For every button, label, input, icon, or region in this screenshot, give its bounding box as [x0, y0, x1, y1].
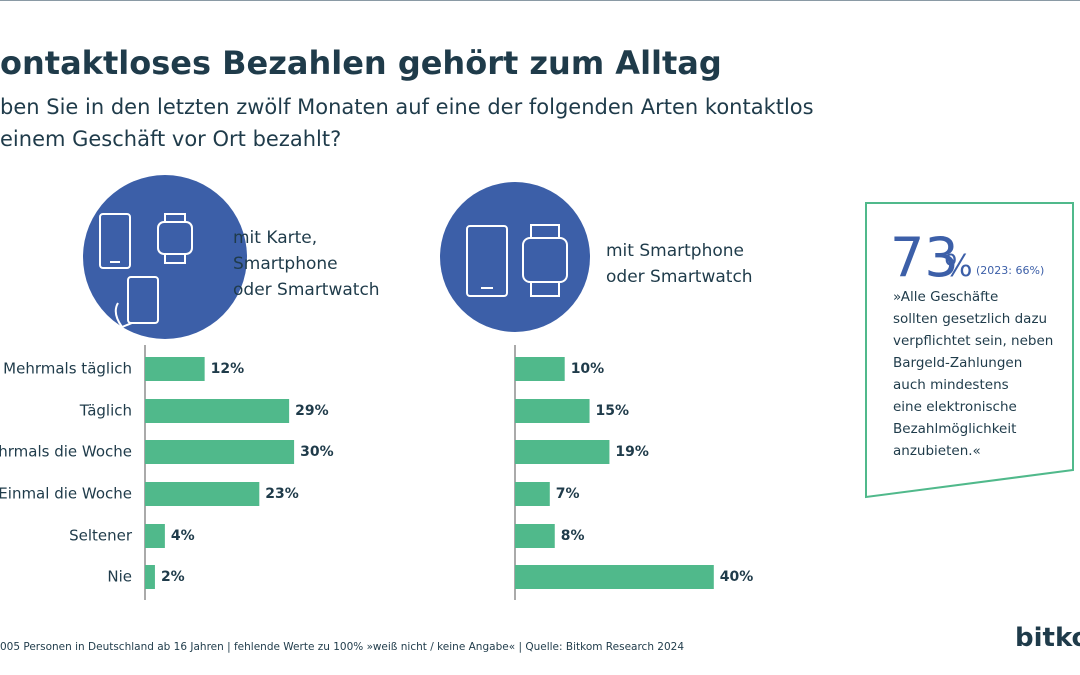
value-label: 30% — [300, 444, 334, 460]
title: ontaktloses Bezahlen gehört zum Alltag — [0, 44, 722, 82]
quote-line: sollten gesetzlich dazu — [893, 311, 1047, 327]
callout-unit: % — [944, 249, 973, 284]
group-label: Smartphone — [233, 254, 338, 274]
group-label: mit Karte, — [233, 228, 317, 248]
quote-line: anzubieten.« — [893, 443, 981, 459]
bar — [145, 565, 155, 589]
category-label: Einmal die Woche — [0, 485, 132, 503]
group-label: mit Smartphone — [606, 241, 744, 261]
group-label: oder Smartwatch — [233, 280, 380, 300]
category-label: Mehrmals täglich — [3, 360, 132, 378]
callout-number: 73 — [890, 226, 959, 289]
group-label: oder Smartwatch — [606, 267, 753, 287]
bar — [515, 524, 555, 548]
category-label: Seltener — [69, 527, 133, 545]
quote-line: »Alle Geschäfte — [893, 289, 998, 305]
quote-line: eine elektronische — [893, 399, 1017, 415]
bar — [515, 440, 610, 464]
quote-line: verpflichtet sein, neben — [893, 333, 1053, 349]
icon-card — [83, 175, 247, 339]
value-label: 10% — [571, 361, 605, 377]
callout-comparison: (2023: 66%) — [976, 264, 1044, 277]
bar — [515, 482, 550, 506]
bar — [515, 357, 565, 381]
quote-line: auch mindestens — [893, 377, 1009, 393]
subtitle-line: einem Geschäft vor Ort bezahlt? — [0, 127, 341, 151]
icon-phone — [440, 182, 590, 332]
value-label: 40% — [720, 569, 754, 585]
bar — [145, 482, 260, 506]
value-label: 4% — [171, 528, 195, 544]
footer: 005 Personen in Deutschland ab 16 Jahren… — [0, 641, 684, 653]
value-label: 12% — [211, 361, 245, 377]
quote-line: Bargeld-Zahlungen — [893, 355, 1022, 371]
value-label: 2% — [161, 569, 185, 585]
category-label: ehrmals die Woche — [0, 443, 132, 461]
bar — [145, 524, 165, 548]
callout: 73 % (2023: 66%) — [865, 202, 1074, 499]
category-label: Nie — [107, 568, 132, 586]
subtitle-line: ben Sie in den letzten zwölf Monaten auf… — [0, 95, 814, 119]
bar — [515, 399, 590, 423]
value-label: 29% — [295, 403, 329, 419]
logo: bitko — [1015, 623, 1080, 653]
value-label: 15% — [596, 403, 630, 419]
value-label: 23% — [265, 486, 299, 502]
bar — [145, 357, 205, 381]
value-label: 8% — [561, 528, 585, 544]
quote-line: Bezahlmöglichkeit — [893, 421, 1016, 437]
bar — [145, 440, 295, 464]
category-label: Täglich — [79, 402, 132, 420]
value-label: 7% — [556, 486, 580, 502]
bar — [515, 565, 714, 589]
value-label: 19% — [615, 444, 649, 460]
bar — [145, 399, 290, 423]
